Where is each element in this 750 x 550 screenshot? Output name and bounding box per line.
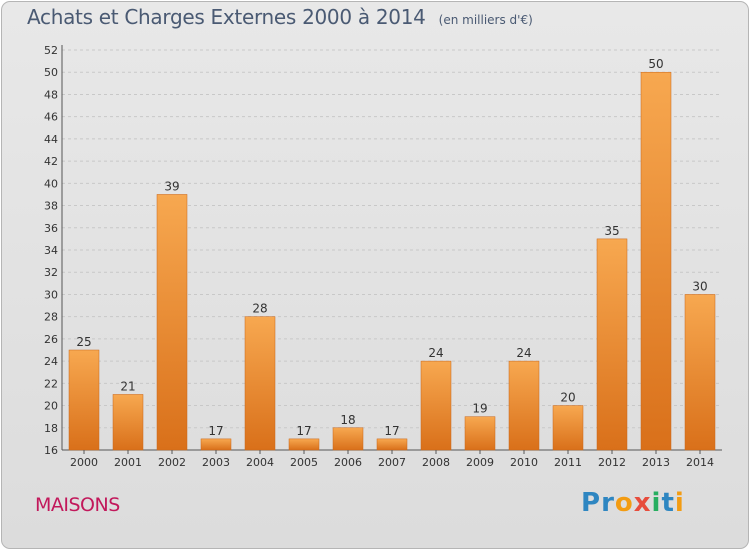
data-label: 50 [648, 57, 663, 71]
x-tick-label: 2011 [554, 456, 582, 469]
x-tick-label: 2008 [422, 456, 450, 469]
data-label: 39 [164, 179, 179, 193]
data-label: 24 [516, 346, 531, 360]
bar [420, 360, 452, 451]
y-tick-label: 30 [44, 288, 58, 301]
chart-subtitle: (en milliers d'€) [438, 13, 533, 27]
bar [552, 405, 584, 451]
bar [112, 394, 144, 451]
data-label: 17 [384, 424, 399, 438]
x-tick-label: 2013 [642, 456, 670, 469]
bar [332, 427, 364, 451]
x-tick-label: 2002 [158, 456, 186, 469]
y-tick-label: 28 [44, 311, 58, 324]
x-tick-label: 2005 [290, 456, 318, 469]
y-tick-label: 18 [44, 422, 58, 435]
logo-letter: x [633, 488, 652, 518]
y-tick-label: 26 [44, 333, 58, 346]
y-tick-label: 48 [44, 88, 58, 101]
bar [508, 360, 540, 451]
y-tick-label: 24 [44, 355, 58, 368]
x-tick-label: 2014 [686, 456, 714, 469]
bar [156, 194, 188, 451]
x-tick-label: 2000 [70, 456, 98, 469]
x-tick-label: 2006 [334, 456, 362, 469]
y-tick-label: 46 [44, 111, 58, 124]
y-tick-label: 52 [44, 44, 58, 57]
bar [288, 438, 320, 451]
x-tick-label: 2004 [246, 456, 274, 469]
data-label: 17 [296, 424, 311, 438]
x-tick-label: 2003 [202, 456, 230, 469]
x-tick-label: 2007 [378, 456, 406, 469]
bar [244, 316, 276, 451]
data-label: 35 [604, 224, 619, 238]
bar [640, 71, 672, 451]
y-tick-label: 22 [44, 377, 58, 390]
y-tick-label: 44 [44, 133, 58, 146]
data-label: 17 [208, 424, 223, 438]
commune-name: MAISONS [35, 494, 120, 516]
data-label: 18 [340, 413, 355, 427]
y-tick-label: 36 [44, 222, 58, 235]
logo-letter: r [601, 488, 615, 518]
y-tick-label: 34 [44, 244, 58, 257]
data-label: 21 [120, 379, 135, 393]
chart-title: Achats et Charges Externes 2000 à 2014 [27, 5, 426, 29]
bar [684, 294, 716, 451]
y-tick-label: 16 [44, 444, 58, 457]
data-label: 19 [472, 402, 487, 416]
x-tick-label: 2012 [598, 456, 626, 469]
data-label: 24 [428, 346, 443, 360]
x-tick-label: 2001 [114, 456, 142, 469]
data-label: 30 [692, 279, 707, 293]
data-label: 20 [560, 391, 575, 405]
y-tick-label: 20 [44, 400, 58, 413]
logo-letter: t [661, 488, 675, 518]
bar [596, 238, 628, 451]
y-tick-label: 40 [44, 177, 58, 190]
x-tick-label: 2010 [510, 456, 538, 469]
y-tick-label: 50 [44, 66, 58, 79]
x-tick-label: 2009 [466, 456, 494, 469]
data-label: 28 [252, 302, 267, 316]
logo-letter: P [581, 488, 602, 518]
title-row: Achats et Charges Externes 2000 à 2014 (… [27, 5, 533, 29]
y-tick-label: 42 [44, 155, 58, 168]
y-tick-label: 38 [44, 200, 58, 213]
logo-letter: o [614, 488, 634, 518]
bar [68, 349, 100, 451]
proxiti-logo: Proxiti [581, 488, 685, 518]
y-tick-label: 32 [44, 266, 58, 279]
bar [464, 416, 496, 451]
logo-letter: i [651, 488, 662, 518]
data-label: 25 [76, 335, 91, 349]
bar [200, 438, 232, 451]
bar [376, 438, 408, 451]
logo-letter: i [674, 488, 685, 518]
